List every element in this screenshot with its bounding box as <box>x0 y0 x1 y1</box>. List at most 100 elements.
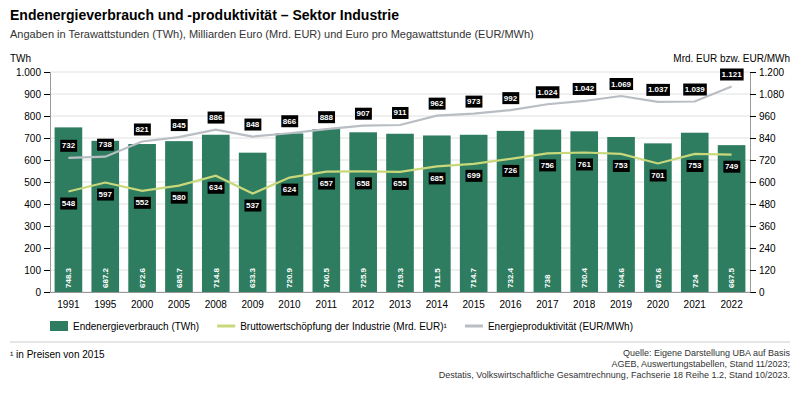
data-label: 738 <box>99 140 113 149</box>
tick-label: 2010 <box>278 299 301 310</box>
data-label-group: 624 <box>281 184 298 196</box>
grid-line <box>50 72 750 73</box>
data-label: 756 <box>541 161 555 170</box>
data-label-group: 701 <box>650 169 667 181</box>
tick: 2014 <box>426 299 449 310</box>
legend-item: Energieproduktivität (EUR/MWh) <box>465 321 633 332</box>
data-label: 845 <box>172 121 186 130</box>
tick: 2009 <box>242 299 265 310</box>
tick-mark <box>750 94 756 95</box>
tick-label: 2020 <box>647 299 670 310</box>
bar <box>607 137 635 292</box>
data-label: 848 <box>246 120 260 129</box>
tick-mark <box>750 138 756 139</box>
bar <box>91 141 119 292</box>
data-label: 749 <box>725 162 739 171</box>
data-label-bg <box>60 140 77 152</box>
tick: 120 <box>750 265 776 276</box>
tick-label: 720 <box>759 155 776 166</box>
tick-label: 500 <box>24 177 41 188</box>
data-label: 907 <box>356 109 370 118</box>
tick: 200 <box>24 243 50 254</box>
data-label: 725.9 <box>359 267 368 288</box>
tick-label: 2005 <box>168 299 191 310</box>
y2-axis: 01202403604806007208409601.0801.200 <box>750 67 784 298</box>
tick-mark <box>44 138 50 139</box>
tick-mark <box>44 160 50 161</box>
bar <box>349 132 377 292</box>
data-label-group: 907 <box>355 108 372 120</box>
data-label-group: 888 <box>318 111 335 123</box>
data-label-group: 552 <box>134 197 151 209</box>
tick-label: 2011 <box>316 299 338 310</box>
source: Quelle: Eigene Darstellung UBA auf Basis… <box>439 348 791 380</box>
data-label: 537 <box>246 201 260 210</box>
tick: 500 <box>24 177 50 188</box>
data-label-bg <box>466 170 483 182</box>
tick-label: 2019 <box>610 299 633 310</box>
tick: 700 <box>24 133 50 144</box>
tick-label: 840 <box>759 133 776 144</box>
tick: 2005 <box>168 299 191 310</box>
bar <box>202 135 230 292</box>
data-label-group: 580 <box>171 192 188 204</box>
data-label-group: 1.069 <box>610 78 634 90</box>
data-label-bg <box>610 78 634 90</box>
data-label-group: 1.042 <box>573 83 597 95</box>
data-label: 685.7 <box>175 267 184 288</box>
legend-item: Endenergieverbrauch (TWh) <box>50 321 199 332</box>
data-label: 992 <box>504 94 518 103</box>
tick: 2010 <box>278 299 301 310</box>
tick: 240 <box>750 243 776 254</box>
data-label: 761 <box>578 160 592 169</box>
data-label: 634 <box>209 183 223 192</box>
data-label-bg <box>613 160 630 172</box>
tick-mark <box>750 160 756 161</box>
bar <box>460 135 488 292</box>
bar <box>644 143 672 292</box>
data-label-bg <box>134 197 151 209</box>
data-label: 1.037 <box>648 85 669 94</box>
tick-label: 2018 <box>573 299 596 310</box>
data-label: 657 <box>320 179 334 188</box>
data-label-group: 821 <box>134 123 151 135</box>
tick: 2012 <box>352 299 375 310</box>
data-label: 714.8 <box>212 267 221 288</box>
data-label: 738 <box>543 274 552 288</box>
tick-label: 2015 <box>463 299 486 310</box>
legend-swatch <box>50 321 68 331</box>
legend-label: Energieproduktivität (EUR/MWh) <box>488 321 633 332</box>
legend-swatch <box>217 325 235 328</box>
data-label-bg <box>355 177 372 189</box>
tick: 0 <box>35 287 50 298</box>
chart: Endenergieverbrauch und -produktivität –… <box>0 0 800 400</box>
data-label-group: 756 <box>539 159 556 171</box>
tick-label: 700 <box>24 133 41 144</box>
data-label-bg <box>392 107 408 119</box>
tick: 800 <box>24 111 50 122</box>
bar <box>497 131 525 292</box>
bar <box>165 141 193 292</box>
tick-label: 600 <box>24 155 41 166</box>
tick-mark <box>750 292 756 293</box>
tick-mark <box>44 94 50 95</box>
tick-mark <box>44 182 50 183</box>
data-label: 711.5 <box>433 268 442 288</box>
data-label-bg <box>687 160 704 172</box>
data-label-group: 749 <box>723 161 740 173</box>
tick: 2013 <box>389 299 412 310</box>
tick: 720 <box>750 155 776 166</box>
data-label: 655 <box>393 179 407 188</box>
tick-label: 2009 <box>242 299 265 310</box>
tick-label: 2014 <box>426 299 449 310</box>
data-label-group: 655 <box>392 178 409 190</box>
tick-label: 0 <box>759 287 765 298</box>
data-label-group: 753 <box>613 160 630 172</box>
data-label-bg <box>573 83 597 95</box>
data-label-group: 973 <box>466 96 483 108</box>
data-label: 624 <box>283 185 297 194</box>
bar <box>313 129 341 292</box>
data-label-group: 634 <box>208 182 225 194</box>
tick-mark <box>44 270 50 271</box>
bar <box>570 131 598 292</box>
